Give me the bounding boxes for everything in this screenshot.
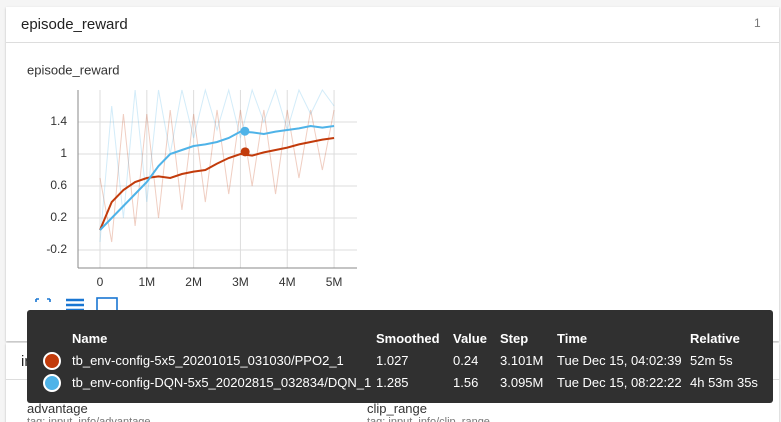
x-tick-label: 0 xyxy=(97,275,104,289)
smoothed-value: 1.285 xyxy=(376,375,409,390)
raw-value: 1.56 xyxy=(453,375,479,390)
series-name: tb_env-config-5x5_20201015_031030/PPO2_1 xyxy=(72,353,344,368)
column-header: Smoothed xyxy=(376,331,440,346)
raw-value: 0.24 xyxy=(453,353,479,368)
step: 3.095M xyxy=(500,375,544,390)
smoothed-line xyxy=(99,124,335,231)
series-name: tb_env-config-DQN-5x5_20202815_032834/DQ… xyxy=(72,375,372,390)
card-header xyxy=(6,7,779,43)
x-tick-label: 4M xyxy=(279,275,296,289)
y-tick-label: -0.2 xyxy=(46,242,67,256)
step: 3.101M xyxy=(500,353,544,368)
chart-title: episode_reward xyxy=(27,62,120,77)
relative: 52m 5s xyxy=(690,353,733,368)
chart-card-title: advantage xyxy=(27,401,88,416)
card xyxy=(6,7,779,341)
column-header: Name xyxy=(72,331,108,346)
legend-icon[interactable] xyxy=(66,298,84,312)
column-header: Time xyxy=(557,331,588,346)
column-header: Value xyxy=(453,331,487,346)
x-tick-label: 2M xyxy=(185,275,202,289)
hover-point xyxy=(240,126,250,136)
tooltip: Name Smoothed Value Step Time Relative tb_env-… xyxy=(27,310,773,403)
y-tick-label: 0.6 xyxy=(50,178,67,192)
hover-point xyxy=(240,147,250,157)
time: Tue Dec 15, 04:02:39 xyxy=(557,353,682,368)
y-tick-label: 1.4 xyxy=(50,114,67,128)
chart-card-tag: tag: input_info/clip_range xyxy=(367,416,490,422)
column-header: Relative xyxy=(690,331,740,346)
chart: episode_reward -0.2 0.2 0.6 1 1.4 0 1M 2M 3M 4M 5M xyxy=(27,62,357,314)
y-tick-label: 0.2 xyxy=(50,210,67,224)
chart-card-title: clip_range xyxy=(367,401,427,416)
time: Tue Dec 15, 08:22:22 xyxy=(557,375,682,390)
y-tick-label: 1 xyxy=(60,146,67,160)
smoothed-value: 1.027 xyxy=(376,353,409,368)
column-header: Step xyxy=(500,331,529,346)
x-tick-label: 5M xyxy=(326,275,343,289)
smoothed-line xyxy=(99,137,335,231)
x-tick-label: 3M xyxy=(232,275,249,289)
relative: 4h 53m 35s xyxy=(690,375,758,390)
card-title: episode_reward xyxy=(21,16,128,33)
series-swatch xyxy=(43,352,61,370)
card-index: 1 xyxy=(754,16,761,30)
raw-line xyxy=(99,88,335,243)
chart-card-tag: tag: input_info/advantage xyxy=(27,416,151,422)
x-tick-label: 1M xyxy=(138,275,155,289)
series-swatch xyxy=(43,374,61,392)
